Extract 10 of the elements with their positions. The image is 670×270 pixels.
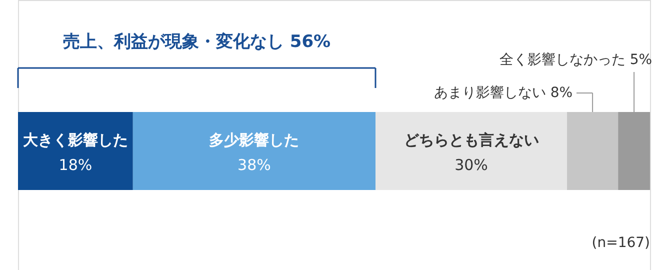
data-label: 30% [454, 156, 488, 174]
text: (n=167) [592, 235, 650, 251]
series-label: 多少影響した [209, 131, 300, 149]
data-label: 18% [58, 156, 92, 174]
text: あまり影響しない 8% [434, 85, 573, 101]
series-label: どちらとも言えない [404, 131, 539, 149]
text: 全く影響しなかった 5% [499, 52, 652, 68]
text: 売上、利益が現象・変化なし 56% [62, 32, 331, 52]
data-label: 38% [238, 156, 271, 174]
series-label: 大きく影響した [22, 131, 128, 149]
